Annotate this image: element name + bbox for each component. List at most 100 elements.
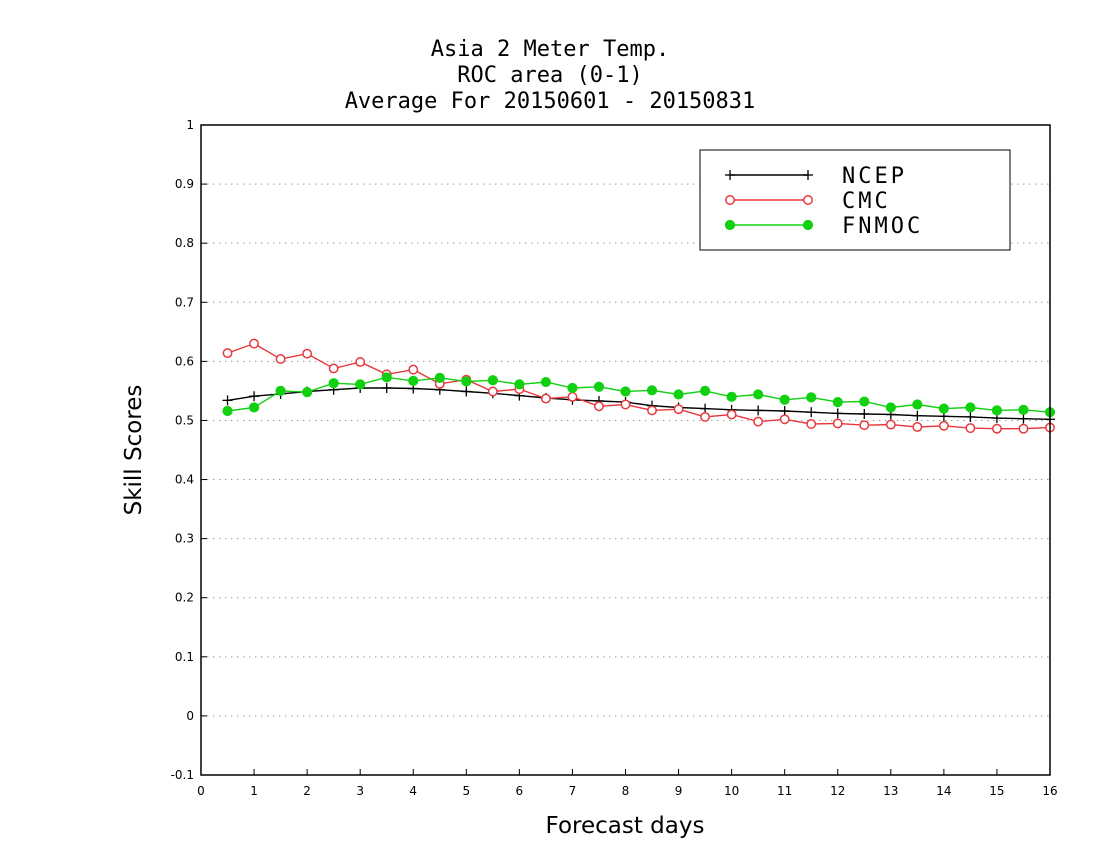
data-point-ncep	[753, 405, 764, 416]
x-tick-label: 5	[462, 784, 470, 798]
data-point-cmc	[302, 348, 313, 359]
data-point-fnmoc	[859, 396, 870, 407]
y-tick-label: 0.7	[175, 295, 194, 309]
data-point-cmc	[355, 357, 366, 367]
data-point-cmc	[938, 420, 949, 431]
y-tick-label: 0	[186, 709, 194, 723]
data-point-fnmoc	[222, 405, 233, 417]
chart-title-line-3: Average For 20150601 - 20150831	[344, 89, 756, 114]
data-point-fnmoc	[248, 402, 260, 413]
data-point-fnmoc	[1018, 404, 1029, 415]
grid-lines	[201, 183, 1050, 717]
data-point-cmc	[620, 399, 631, 410]
data-point-ncep	[859, 408, 870, 419]
data-point-cmc	[408, 364, 419, 375]
axis-ticks: -0.100.10.20.30.40.50.60.70.80.910 1 2 3 4 5 6…	[171, 118, 1058, 798]
x-tick-label: 3	[356, 784, 364, 798]
x-tick-label: 2	[303, 784, 311, 798]
y-tick-label: 0.6	[175, 354, 194, 368]
x-tick-label: 9	[675, 784, 683, 798]
data-point-fnmoc	[408, 375, 419, 386]
y-tick-label: 0.2	[175, 591, 194, 605]
data-point-cmc	[567, 391, 578, 402]
legend-entry-ncep: NCEP	[725, 164, 907, 189]
y-axis-title: Skill Scores	[121, 385, 147, 516]
data-point-fnmoc	[540, 376, 552, 388]
data-point-cmc	[965, 423, 976, 434]
y-tick-label: 0.4	[175, 473, 194, 487]
data-point-fnmoc	[965, 402, 976, 413]
data-point-cmc	[859, 420, 870, 431]
data-point-cmc	[832, 418, 843, 429]
y-tick-label: 0.1	[175, 650, 194, 664]
data-point-cmc	[487, 386, 498, 397]
data-point-cmc	[222, 348, 233, 359]
data-point-fnmoc	[646, 385, 658, 396]
legend-label-fnmoc: FNMOC	[842, 214, 923, 239]
data-point-fnmoc	[779, 394, 790, 405]
data-point-ncep	[806, 407, 817, 418]
data-point-cmc	[779, 414, 790, 425]
data-point-ncep	[832, 408, 843, 419]
y-tick-label: 0.9	[175, 177, 194, 191]
y-tick-label: -0.1	[171, 768, 194, 782]
data-point-fnmoc	[514, 379, 525, 390]
data-point-fnmoc	[699, 385, 711, 397]
legend-label-cmc: CMC	[842, 189, 891, 214]
series-fnmoc	[222, 372, 1056, 418]
x-tick-label: 8	[622, 784, 630, 798]
data-point-cmc	[673, 404, 684, 415]
x-tick-label: 7	[569, 784, 577, 798]
legend-marker	[725, 195, 735, 205]
data-point-fnmoc	[434, 372, 445, 384]
data-point-ncep	[912, 410, 923, 421]
data-point-fnmoc	[885, 402, 896, 413]
data-point-cmc	[647, 405, 657, 416]
x-tick-label: 6	[516, 784, 524, 798]
data-point-cmc	[726, 409, 737, 420]
data-point-cmc	[594, 401, 604, 412]
x-tick-label: 11	[777, 784, 792, 798]
x-tick-label: 0	[197, 784, 205, 798]
data-point-cmc	[249, 338, 260, 349]
data-point-ncep	[965, 411, 976, 422]
data-point-ncep	[381, 382, 392, 393]
data-point-fnmoc	[726, 391, 737, 402]
legend-entry-fnmoc: FNMOC	[724, 214, 923, 239]
data-point-cmc	[806, 419, 817, 429]
data-point-cmc	[275, 354, 286, 364]
legend-entry-cmc: CMC	[725, 189, 891, 214]
y-tick-label: 0.8	[175, 236, 194, 250]
data-point-fnmoc	[461, 376, 472, 387]
data-point-cmc	[753, 416, 764, 427]
data-point-fnmoc	[302, 386, 313, 398]
data-point-ncep	[1018, 413, 1029, 424]
data-point-fnmoc	[620, 386, 631, 397]
data-point-fnmoc	[275, 385, 286, 397]
x-tick-label: 10	[724, 784, 739, 798]
data-point-fnmoc	[355, 379, 366, 390]
data-point-cmc	[328, 363, 339, 374]
x-tick-label: 15	[989, 784, 1004, 798]
data-point-fnmoc	[487, 375, 498, 386]
data-point-fnmoc	[938, 403, 949, 414]
data-point-fnmoc	[593, 381, 605, 392]
x-tick-label: 1	[250, 784, 258, 798]
legend-marker	[803, 170, 813, 180]
x-tick-label: 4	[409, 784, 417, 798]
data-point-fnmoc	[806, 392, 817, 403]
data-point-cmc	[1018, 423, 1029, 434]
data-point-fnmoc	[381, 372, 392, 383]
data-point-fnmoc	[328, 378, 339, 389]
x-tick-label: 12	[830, 784, 845, 798]
x-tick-label: 13	[883, 784, 898, 798]
data-point-fnmoc	[991, 405, 1003, 416]
series-cmc	[222, 338, 1055, 434]
legend-marker	[802, 219, 814, 231]
legend-marker	[724, 219, 736, 231]
data-point-fnmoc	[567, 382, 578, 394]
legend-label-ncep: NCEP	[842, 164, 907, 189]
